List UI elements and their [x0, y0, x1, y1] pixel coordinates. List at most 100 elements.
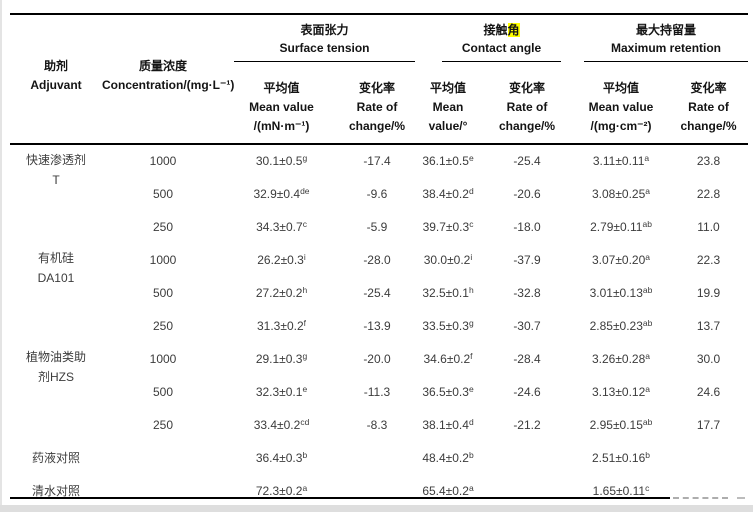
cell-adjuvant: 植物油类助 剂HZS [10, 342, 102, 441]
header-adjuvant-en: Adjuvant [30, 77, 82, 92]
cell-ca-mean: 38.1±0.4d [422, 416, 474, 432]
cell-st-rate: -13.9 [363, 318, 391, 333]
cell-st-rate: -25.4 [363, 285, 391, 300]
cell-concentration: 1000 [149, 351, 177, 366]
table-row: 500 32.9±0.4de -9.6 38.4±0.2d -20.6 3.08… [10, 177, 748, 210]
header-st-mean: 平均值 Mean value /(mN·m⁻¹) [224, 62, 339, 145]
cell-adjuvant: 快速渗透剂 T [10, 144, 102, 243]
cell-ca-mean: 48.4±0.2b [422, 449, 474, 465]
cell-mr-mean: 3.26±0.28a [591, 350, 651, 366]
cell-mr-rate [669, 474, 748, 507]
cell-st-mean: 33.4±0.2cd [253, 416, 310, 432]
ca-mean-en1: Mean [432, 100, 464, 114]
ca-mean-en2: value/° [428, 119, 468, 133]
table-row: 250 34.3±0.7c -5.9 39.7±0.3c -18.0 2.79±… [10, 210, 748, 243]
cell-ca-rate: -25.4 [513, 154, 541, 168]
mr-mean-en: Mean value [588, 100, 654, 114]
cell-mr-rate: 11.0 [697, 219, 720, 234]
cell-adjuvant: 有机硅 DA101 [10, 243, 102, 342]
ca-rate-en2: change/% [498, 119, 555, 133]
adjuvant-name-line2: DA101 [37, 271, 75, 285]
cell-st-mean: 29.1±0.3g [255, 350, 308, 366]
surface-tension-en: Surface tension [279, 41, 370, 55]
cell-concentration: 1000 [149, 154, 177, 168]
mr-rate-en1: Rate of [688, 100, 729, 114]
cell-ca-mean: 36.1±0.5e [422, 153, 474, 168]
cell-ca-mean: 30.0±0.2i [423, 251, 473, 267]
cell-ca-rate: -18.0 [513, 219, 541, 234]
max-retention-group-title: 最大持留量 Maximum retention [584, 15, 749, 62]
st-rate-en1: Rate of [356, 100, 398, 114]
cell-st-rate: -9.6 [366, 186, 388, 201]
cell-mr-mean: 3.08±0.25a [591, 185, 651, 201]
mr-mean-zh: 平均值 [602, 81, 639, 95]
cell-mr-rate: 22.8 [696, 186, 721, 201]
cell-ca-mean: 65.4±0.2a [422, 482, 474, 498]
table-row: 500 32.3±0.1e -11.3 36.5±0.3e -24.6 3.13… [10, 375, 748, 408]
contact-angle-zh: 接触角 [442, 21, 561, 39]
header-concentration-en: Concentration/(mg·L⁻¹) [102, 77, 235, 92]
cell-mr-rate: 30.0 [696, 351, 721, 366]
window-left-edge [0, 0, 2, 512]
surface-tension-group-title: 表面张力 Surface tension [234, 15, 415, 62]
cell-st-rate: -11.3 [363, 384, 391, 399]
window-bottom-edge [0, 505, 753, 512]
cell-ca-mean: 39.7±0.3c [422, 218, 474, 234]
cell-mr-mean: 3.13±0.12a [591, 383, 651, 399]
st-rate-zh: 变化率 [358, 81, 395, 95]
cell-st-rate [339, 474, 415, 507]
adjuvant-name-line1: 植物油类助 [25, 350, 86, 364]
cell-ca-rate: -37.9 [513, 252, 541, 267]
adjuvant-name-line1: 快速渗透剂 [25, 153, 86, 167]
cell-st-mean: 36.4±0.3b [255, 449, 308, 465]
adjuvant-name-line1: 有机硅 [37, 251, 74, 265]
cell-mr-rate: 17.7 [696, 417, 721, 432]
search-highlight: 角 [507, 23, 520, 37]
cell-mr-mean: 2.51±0.16b [591, 449, 651, 465]
table-container: 助剂 Adjuvant 质量浓度 Concentration/(mg·L⁻¹) … [10, 13, 749, 507]
header-mr-mean: 平均值 Mean value /(mg·cm⁻²) [573, 62, 669, 145]
mr-mean-unit: /(mg·cm⁻²) [590, 119, 652, 133]
header-ca-rate: 变化率 Rate of change/% [481, 62, 573, 145]
header-sub-row: 平均值 Mean value /(mN·m⁻¹) 变化率 Rate of cha… [10, 62, 749, 145]
cell-ca-rate [481, 441, 573, 474]
table-row: 有机硅 DA101 1000 26.2±0.3i -28.0 30.0±0.2i… [10, 243, 748, 285]
cell-st-rate: -5.9 [366, 219, 388, 234]
adjuvant-name-line2: 剂HZS [37, 370, 74, 384]
cell-mr-rate: 22.3 [696, 252, 721, 267]
mr-rate-zh: 变化率 [690, 81, 727, 95]
cell-concentration [102, 441, 224, 474]
header-group-surface-tension: 表面张力 Surface tension [224, 14, 415, 62]
header-mr-rate: 变化率 Rate of change/% [669, 62, 749, 145]
cell-ca-mean: 33.5±0.3g [422, 317, 474, 333]
cell-mr-mean: 3.11±0.11a [592, 153, 650, 168]
table-row: 500 27.2±0.2h -25.4 32.5±0.1h -32.8 3.01… [10, 276, 748, 309]
watermark-artifact [673, 497, 728, 499]
mr-rate-en2: change/% [680, 119, 737, 133]
cell-mr-mean: 3.07±0.20a [591, 251, 651, 267]
cell-adjuvant: 药液对照 [31, 451, 80, 465]
cell-st-mean: 26.2±0.3i [257, 251, 306, 267]
cell-st-rate [339, 441, 415, 474]
cell-mr-mean: 1.65±0.11c [592, 482, 650, 498]
cell-ca-rate: -32.8 [513, 285, 541, 300]
watermark-artifact-dot [737, 497, 745, 499]
cell-st-mean: 72.3±0.2a [255, 482, 308, 498]
cell-st-rate: -20.0 [363, 351, 391, 366]
table-row: 250 33.4±0.2cd -8.3 38.1±0.4d -21.2 2.95… [10, 408, 748, 441]
header-st-rate: 变化率 Rate of change/% [339, 62, 415, 145]
cell-mr-rate: 13.7 [696, 318, 721, 333]
data-table: 助剂 Adjuvant 质量浓度 Concentration/(mg·L⁻¹) … [10, 13, 749, 507]
cell-mr-mean: 2.79±0.11ab [590, 218, 652, 234]
st-rate-en2: change/% [348, 119, 405, 133]
st-mean-unit: /(mN·m⁻¹) [253, 119, 310, 133]
table-row: 药液对照 36.4±0.3b 48.4±0.2b 2.51±0.16b [10, 441, 748, 474]
cell-ca-rate: -28.4 [513, 351, 541, 366]
cell-st-rate: -8.3 [366, 417, 388, 432]
cell-ca-mean: 38.4±0.2d [422, 185, 474, 201]
cell-st-mean: 32.3±0.1e [255, 383, 308, 399]
cell-st-rate: -17.4 [363, 154, 391, 168]
adjuvant-name-line2: T [52, 173, 60, 187]
cell-concentration: 500 [152, 384, 174, 399]
cell-mr-mean: 2.95±0.15ab [589, 416, 653, 432]
